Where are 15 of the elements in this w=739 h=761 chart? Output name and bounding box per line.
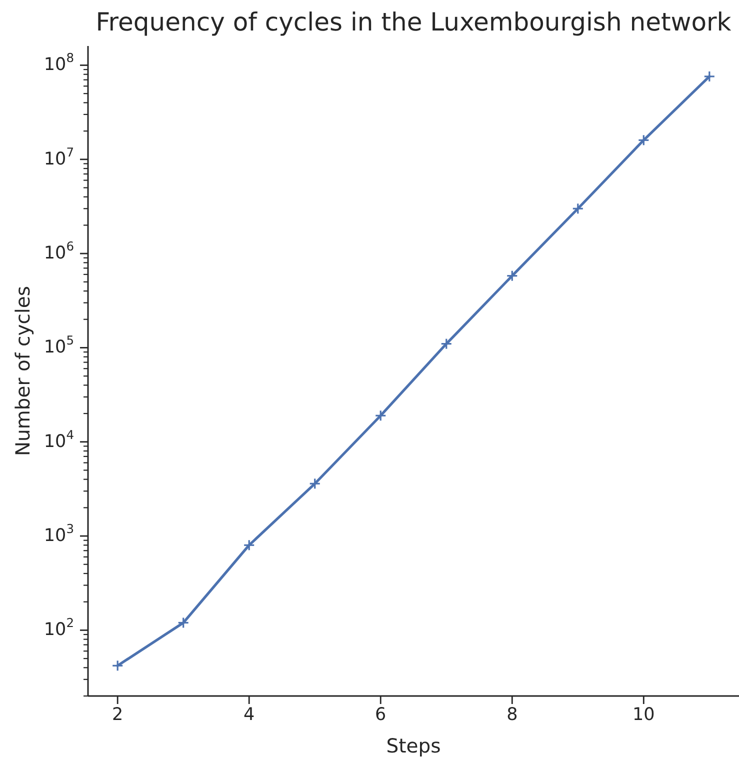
chart-title: Frequency of cycles in the Luxembourgish network: [96, 8, 732, 36]
y-tick-label: 10$^{5}$: [44, 334, 74, 358]
y-axis-title: Number of cycles: [10, 286, 34, 456]
x-tick-label: 8: [506, 705, 518, 725]
y-tick-label: 10$^{2}$: [44, 616, 74, 640]
x-tick-label: 2: [112, 705, 124, 725]
x-tick-label: 4: [244, 705, 255, 725]
y-tick-label: 10$^{3}$: [44, 522, 74, 546]
y-tick-label: 10$^{6}$: [44, 240, 74, 264]
y-tick-label: 10$^{8}$: [44, 51, 74, 76]
y-tick-label: 10$^{7}$: [44, 145, 74, 170]
x-tick-label: 6: [375, 705, 386, 725]
x-axis-title: Steps: [386, 734, 441, 758]
x-tick-label: 10: [632, 705, 655, 725]
y-tick-label: 10$^{4}$: [44, 428, 74, 452]
